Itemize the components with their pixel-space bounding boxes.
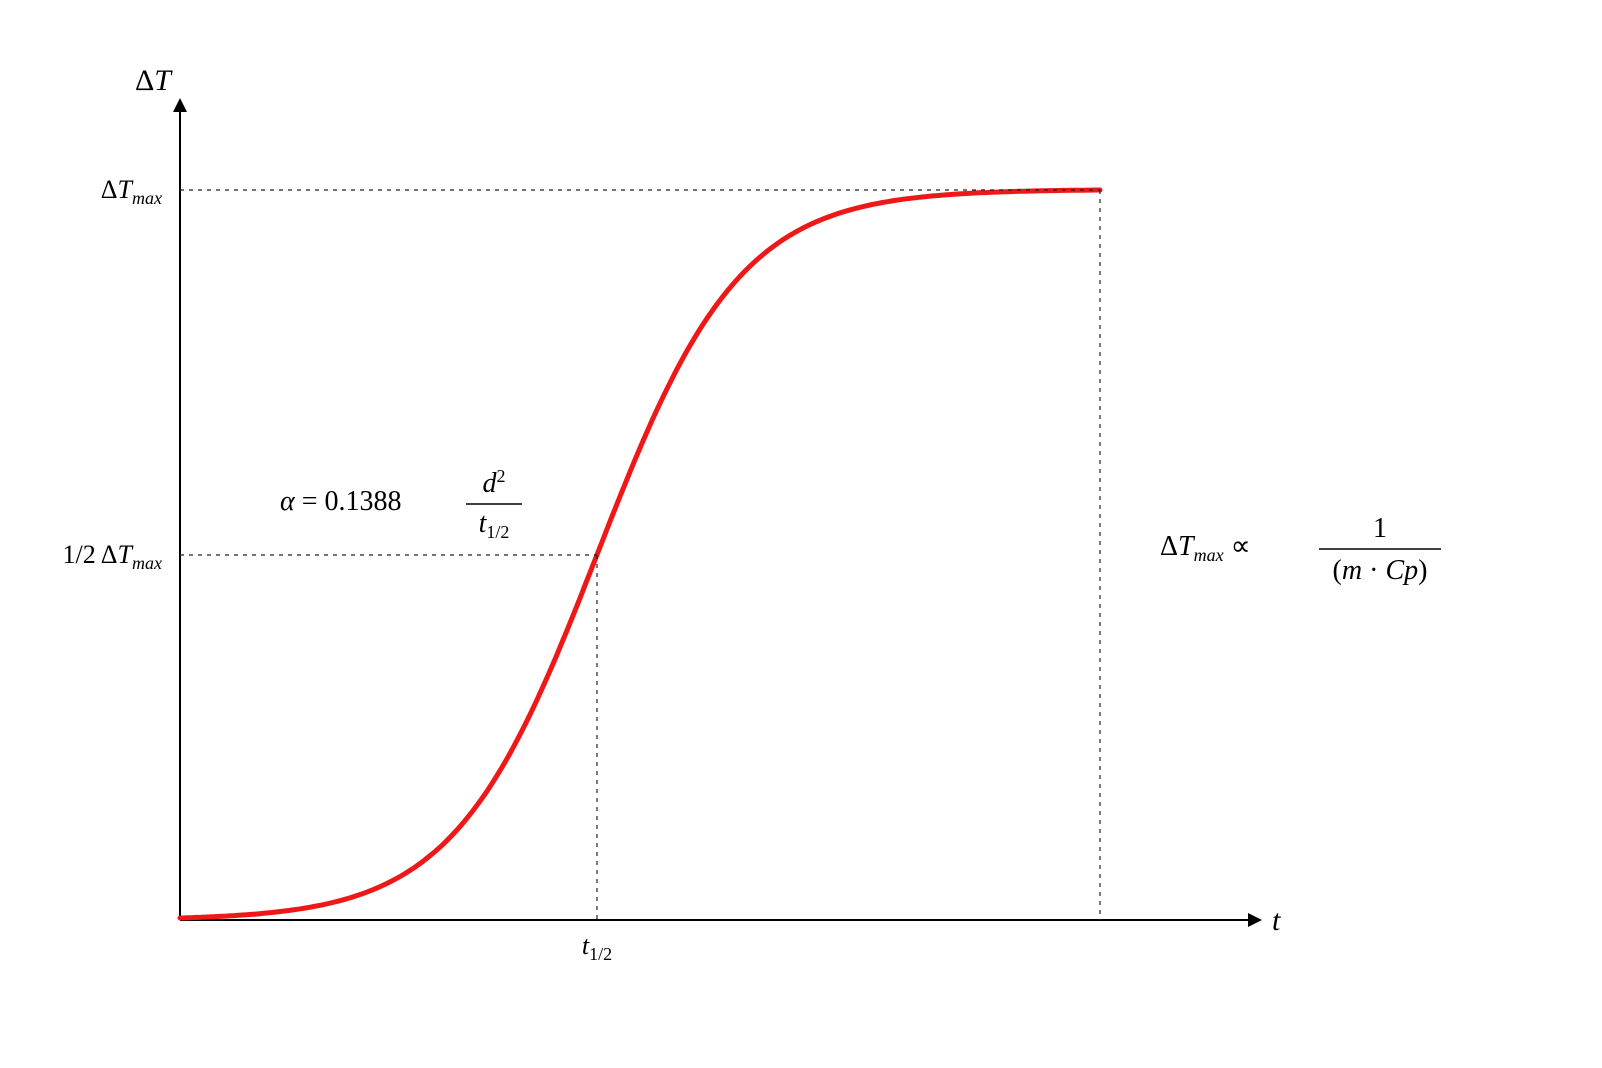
chart-svg: ΔTtΔTmax1/2 ΔTmaxt1/2α = 0.1388 d2t1/2ΔT… — [0, 0, 1602, 1068]
x-axis-label: t — [1272, 904, 1281, 937]
svg-text:α = 0.1388: α = 0.1388 — [280, 486, 402, 517]
svg-text:1: 1 — [1373, 513, 1387, 544]
chart-background — [0, 0, 1602, 1068]
y-axis-label: ΔT — [135, 64, 173, 97]
thermal-diffusivity-chart: ΔTtΔTmax1/2 ΔTmaxt1/2α = 0.1388 d2t1/2ΔT… — [0, 0, 1602, 1068]
svg-text:(m · Cp): (m · Cp) — [1333, 555, 1428, 586]
